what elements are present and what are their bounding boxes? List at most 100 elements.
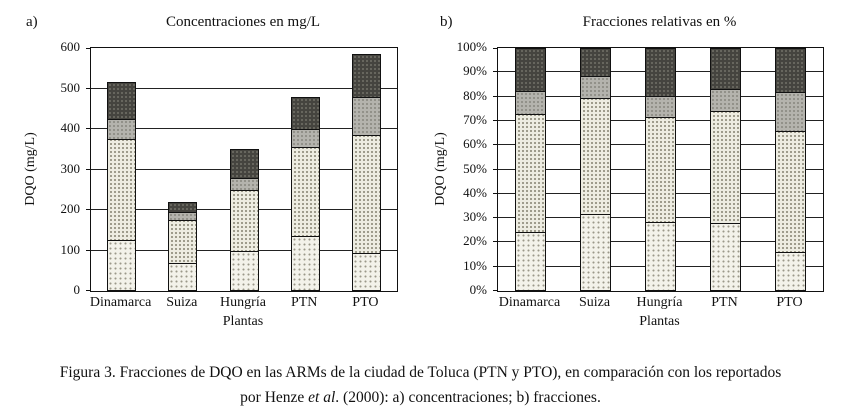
y-tick-mark: [493, 217, 498, 219]
y-tick-mark: [493, 144, 498, 146]
bar-segment-fraction-3: [351, 96, 381, 137]
bar-segment-fraction-2: [580, 97, 611, 215]
plot-area: [86, 47, 398, 292]
bar-segment-fraction-1: [775, 251, 806, 291]
bar-segment-fraction-1: [168, 262, 198, 291]
y-tick-label: 50%: [463, 160, 487, 176]
gridline: [91, 87, 397, 89]
bar-segment-fraction-3: [710, 88, 741, 113]
y-tick-label: 100%: [456, 39, 487, 54]
y-tick-label: 200: [60, 201, 81, 216]
y-tick-mark: [86, 249, 91, 251]
y-tick-mark: [493, 48, 498, 49]
x-category-label: Dinamarca: [498, 295, 561, 310]
x-category-labels: Dinamarca Suiza Hungría PTN PTO: [497, 295, 822, 313]
bar-segment-fraction-1: [290, 236, 320, 291]
y-tick-label: 400: [60, 120, 81, 135]
plot-area: [493, 47, 824, 292]
bar-segment-fraction-2: [290, 147, 320, 238]
y-tick-mark: [493, 192, 498, 194]
y-tick-mark: [493, 95, 498, 97]
x-category-label: Suiza: [166, 295, 198, 310]
y-tick-labels: 0 100 200 300 400 500 600: [46, 40, 84, 297]
y-tick-label: 300: [60, 160, 81, 176]
x-category-label: Dinamarca: [89, 295, 152, 310]
x-category-label: PTO: [776, 295, 803, 310]
y-tick-mark: [493, 265, 498, 267]
bar-segment-fraction-3: [229, 177, 259, 191]
bar-segment-fraction-3: [580, 75, 611, 99]
bar-segment-fraction-4: [168, 201, 198, 214]
caption-line-1: Figura 3. Fracciones de DQO en las ARMs …: [59, 364, 782, 381]
bar-segment-fraction-4: [515, 48, 546, 92]
bar-segment-fraction-4: [710, 48, 741, 90]
bar-segment-fraction-3: [645, 96, 676, 119]
bar-segment-fraction-2: [107, 139, 137, 242]
bar-segment-fraction-1: [580, 213, 611, 291]
caption-text: por Henze: [240, 389, 309, 406]
x-category-label: PTN: [711, 295, 738, 310]
y-tick-mark: [86, 209, 91, 210]
y-tick-mark: [86, 87, 91, 89]
bar-segment-fraction-2: [168, 220, 198, 264]
x-category-label: Hungría: [636, 295, 683, 310]
bar-segment-fraction-2: [775, 131, 806, 253]
y-tick-label: 500: [60, 79, 81, 95]
y-tick-label: 100: [60, 241, 81, 257]
bar-segment-fraction-2: [710, 111, 741, 224]
y-tick-label: 0%: [469, 282, 487, 297]
bar-segment-fraction-1: [645, 221, 676, 291]
y-tick-label: 90%: [463, 63, 487, 79]
bar-segment-fraction-4: [351, 54, 381, 98]
x-category-label: PTN: [290, 295, 318, 310]
bar-segment-fraction-2: [515, 114, 546, 233]
y-tick-label: 70%: [463, 111, 487, 127]
caption-text-italic: et al: [308, 389, 336, 406]
chart-title: Concentraciones en mg/L: [165, 14, 321, 30]
y-tick-mark: [86, 48, 91, 49]
y-tick-mark: [493, 290, 498, 291]
y-tick-label: 60%: [463, 136, 487, 152]
y-tick-label: 600: [60, 39, 81, 54]
bar-segment-fraction-3: [290, 129, 320, 149]
y-tick-label: 10%: [463, 257, 487, 273]
panel-label-b: b): [440, 14, 453, 30]
y-tick-label: 0: [73, 282, 81, 297]
bar-segment-fraction-1: [710, 222, 741, 291]
y-tick-mark: [86, 168, 91, 170]
y-tick-mark: [86, 290, 91, 291]
bar-segment-fraction-4: [107, 82, 137, 120]
y-tick-mark: [493, 71, 498, 73]
y-axis-title: DQO (mg/L): [433, 132, 448, 206]
bar-segment-fraction-3: [775, 91, 806, 133]
bar-segment-fraction-3: [107, 118, 137, 141]
bar-segment-fraction-2: [229, 189, 259, 252]
caption-line-2: por Henze et al. (2000): a) concentracio…: [0, 385, 841, 410]
y-tick-mark: [86, 128, 91, 129]
chart-title: Fracciones relativas en %: [582, 14, 737, 30]
bar-segment-fraction-2: [645, 117, 676, 223]
figure-caption: Figura 3. Fracciones de DQO en las ARMs …: [0, 360, 841, 410]
bar-segment-fraction-1: [107, 240, 137, 291]
bar-segment-fraction-1: [351, 252, 381, 291]
bar-segment-fraction-1: [229, 250, 259, 291]
y-tick-label: 30%: [463, 209, 487, 225]
gridline: [91, 128, 397, 129]
y-tick-label: 40%: [463, 184, 487, 200]
bar-segment-fraction-2: [351, 135, 381, 254]
bar-segment-fraction-4: [580, 48, 611, 77]
bar-segment-fraction-4: [229, 149, 259, 179]
panel-label-a: a): [26, 14, 38, 30]
x-category-labels: Dinamarca Suiza Hungría PTN PTO: [90, 295, 396, 313]
bar-segment-fraction-4: [775, 48, 806, 93]
y-tick-label: 20%: [463, 233, 487, 249]
bar-segment-fraction-1: [515, 231, 546, 291]
y-tick-mark: [493, 241, 498, 243]
bar-segment-fraction-3: [168, 212, 198, 222]
bar-segment-fraction-4: [290, 96, 320, 130]
x-axis-title: Plantas: [639, 314, 680, 329]
y-axis-title: DQO (mg/L): [23, 132, 38, 206]
y-tick-mark: [493, 168, 498, 170]
y-tick-label: 80%: [463, 87, 487, 103]
bar-segment-fraction-4: [645, 48, 676, 98]
